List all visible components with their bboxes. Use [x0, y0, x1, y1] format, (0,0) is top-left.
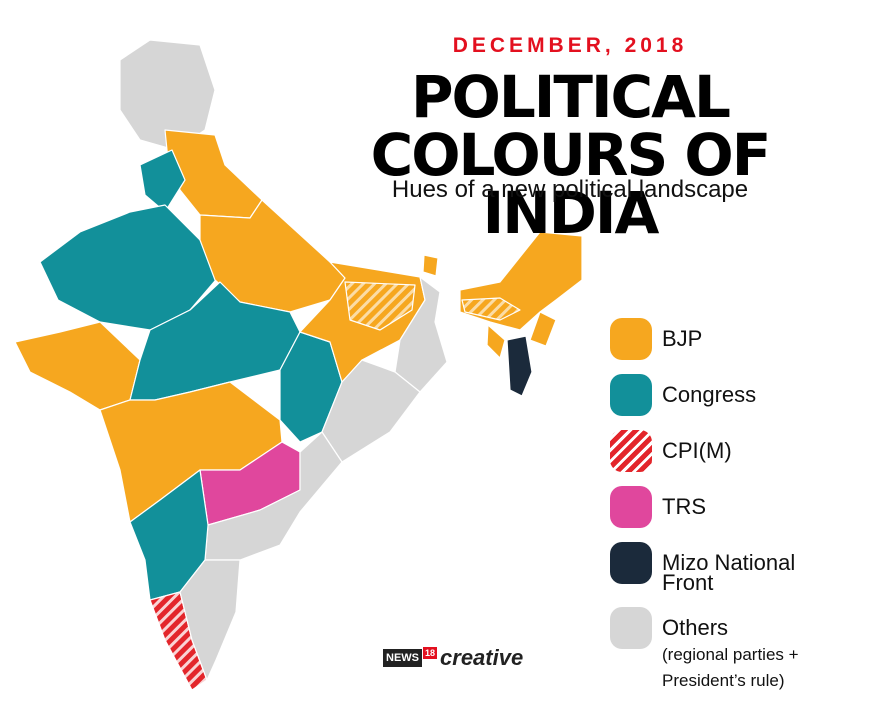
state	[139, 149, 186, 213]
legend-swatch	[610, 430, 652, 472]
legend-item: Others (regional parties + President’s ru…	[610, 607, 870, 694]
subtitle: Hues of a new political landscape	[391, 176, 749, 203]
states	[14, 39, 583, 691]
state	[14, 321, 141, 411]
legend-item: Mizo National Front	[610, 542, 870, 595]
legend-item: CPI(M)	[610, 430, 870, 472]
legend-label: CPI(M)	[662, 430, 842, 463]
legend-text: Congress	[662, 382, 757, 407]
title-line: COLOURS OF INDIA	[370, 121, 772, 247]
legend-swatch	[610, 542, 652, 584]
kicker: DECEMBER, 2018	[452, 34, 688, 57]
legend-text: TRS	[662, 494, 706, 519]
legend-label: Mizo National Front	[662, 542, 842, 595]
legend-text: Mizo National Front	[662, 550, 796, 595]
legend-label: Congress	[662, 374, 842, 407]
state	[506, 335, 533, 397]
legend-note: (regional parties + President’s rule)	[662, 645, 799, 690]
state	[461, 297, 521, 321]
india-map	[14, 39, 583, 691]
logo-word: creative	[440, 645, 524, 670]
legend-label: TRS	[662, 486, 842, 519]
legend-text: CPI(M)	[662, 438, 732, 463]
legend-label: Others (regional parties + President’s ru…	[662, 607, 842, 694]
legend-item: BJP	[610, 318, 870, 360]
legend-item: Congress	[610, 374, 870, 416]
logo-badge: 18	[423, 647, 438, 659]
logo-brand: NEWS	[383, 649, 422, 667]
legend: BJP Congress CPI(M) TRS Mizo National Front O…	[610, 318, 870, 708]
logo: NEWS 18 creative	[383, 645, 523, 671]
legend-swatch	[610, 486, 652, 528]
legend-item: TRS	[610, 486, 870, 528]
legend-swatch	[610, 607, 652, 649]
state	[422, 254, 439, 277]
legend-text: BJP	[662, 326, 703, 351]
legend-swatch	[610, 318, 652, 360]
state	[486, 324, 506, 359]
legend-text: Others	[662, 615, 729, 640]
state	[119, 39, 216, 151]
state	[179, 559, 241, 681]
state	[344, 281, 416, 331]
state	[529, 311, 557, 347]
legend-label: BJP	[662, 318, 842, 351]
legend-swatch	[610, 374, 652, 416]
title-line: POLITICAL	[411, 63, 731, 131]
